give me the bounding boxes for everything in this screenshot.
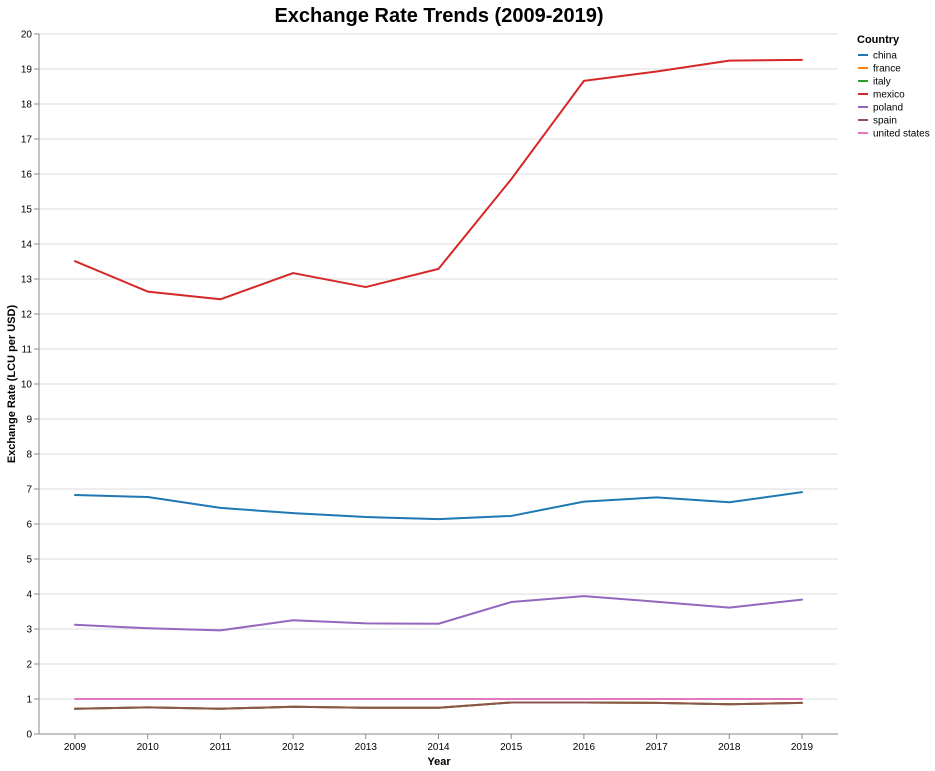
y-tick-label: 0 (26, 730, 32, 741)
plot-area (74, 58, 803, 710)
y-tick-label: 5 (26, 555, 32, 566)
legend-item-france: france (858, 64, 901, 75)
legend-label: china (873, 51, 897, 62)
legend-item-mexico: mexico (858, 90, 905, 101)
legend-title: Country (857, 34, 900, 46)
x-tick-label: 2013 (355, 742, 378, 753)
y-tick-label: 20 (21, 30, 33, 41)
legend-item-united-states: united states (858, 129, 930, 140)
y-tick-label: 14 (21, 240, 33, 251)
legend-label: italy (873, 77, 891, 88)
x-tick-label: 2016 (573, 742, 596, 753)
y-tick-label: 18 (21, 100, 33, 111)
y-tick-label: 2 (26, 660, 32, 671)
chart-title: Exchange Rate Trends (2009-2019) (274, 5, 603, 27)
x-axis: 2009 2010 2011 2012 2013 2014 2015 2016 2017 2018… (39, 733, 838, 753)
y-tick-label: 10 (21, 380, 33, 391)
legend-item-china: china (858, 51, 897, 62)
x-tick-label: 2019 (791, 742, 814, 753)
x-tick-label: 2009 (64, 742, 87, 753)
x-tick-label: 2018 (718, 742, 741, 753)
x-axis-title: Year (427, 756, 451, 768)
y-tick-label: 19 (21, 65, 33, 76)
grid (39, 33, 838, 735)
y-tick-label: 9 (26, 415, 32, 426)
y-tick-label: 13 (21, 275, 33, 286)
y-tick-label: 4 (26, 590, 32, 601)
y-tick-label: 17 (21, 135, 33, 146)
x-tick-label: 2010 (137, 742, 160, 753)
y-tick-label: 3 (26, 625, 32, 636)
y-axis-title: Exchange Rate (LCU per USD) (6, 305, 18, 464)
y-tick-label: 6 (26, 520, 32, 531)
legend-item-spain: spain (858, 116, 897, 127)
series-line-spain (74, 701, 803, 710)
y-tick-label: 12 (21, 310, 33, 321)
y-tick-label: 1 (26, 695, 32, 706)
y-tick-label: 7 (26, 485, 32, 496)
y-tick-label: 11 (22, 345, 33, 356)
x-tick-label: 2012 (282, 742, 305, 753)
x-tick-label: 2011 (210, 742, 232, 753)
y-tick-label: 8 (26, 450, 32, 461)
series-line-china (74, 491, 803, 521)
legend-item-poland: poland (858, 103, 903, 114)
x-tick-label: 2014 (427, 742, 450, 753)
x-tick-label: 2017 (645, 742, 668, 753)
legend-label: spain (873, 116, 897, 127)
legend: Country china france italy mexico poland spai… (857, 34, 930, 140)
y-tick-label: 16 (21, 170, 33, 181)
legend-label: mexico (873, 90, 905, 101)
legend-label: france (873, 64, 901, 75)
x-tick-label: 2015 (500, 742, 523, 753)
legend-label: poland (873, 103, 903, 114)
legend-item-italy: italy (858, 77, 891, 88)
series-line-mexico (74, 58, 803, 301)
legend-label: united states (873, 129, 930, 140)
y-tick-label: 15 (21, 205, 33, 216)
series-line-poland (74, 595, 803, 632)
